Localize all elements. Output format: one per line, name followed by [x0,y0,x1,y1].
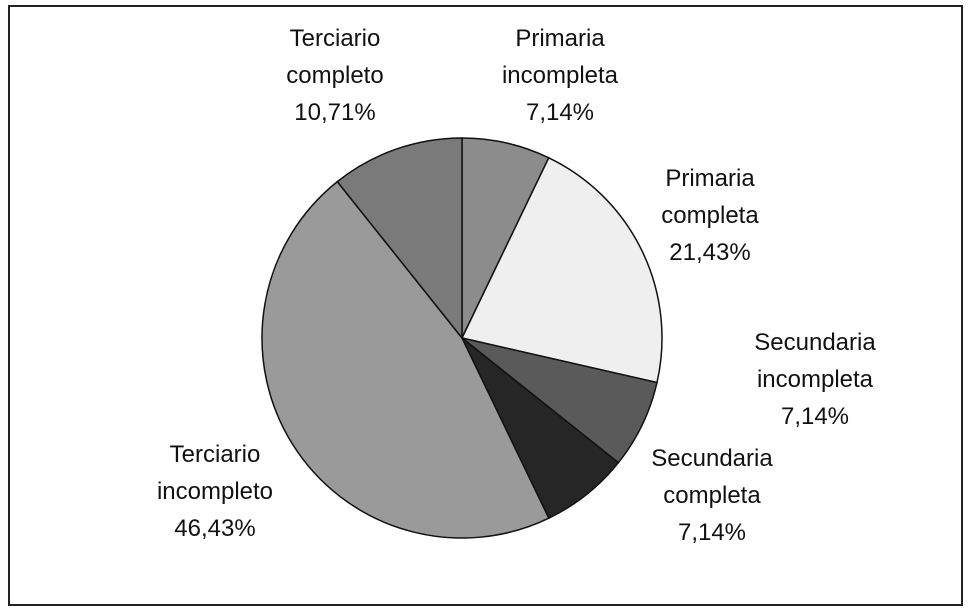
value-label: 7,14% [780,403,850,430]
pie-slice [261,180,550,539]
slice-label: Secundaria completa 7,14% [617,440,807,551]
category-label: Terciario completo [286,25,384,89]
category-label: Primaria completa [661,165,759,229]
value-label: 21,43% [669,239,751,266]
slice-label: Terciario completo 10,71% [240,20,430,131]
value-label: 7,14% [525,99,595,126]
value-label: 7,14% [677,519,747,546]
category-label: Terciario incompleto [156,441,274,505]
pie-slice [460,156,663,384]
category-label: Secundaria incompleta [754,329,876,393]
pie-slice [336,137,463,341]
value-label: 10,71% [294,99,376,126]
slice-label: Terciario incompleto 46,43% [120,436,310,547]
category-label: Primaria incompleta [501,25,619,89]
slice-label: Secundaria incompleta 7,14% [720,324,910,435]
slice-label: Primaria completa 21,43% [615,160,805,271]
slice-label: Primaria incompleta 7,14% [465,20,655,131]
value-label: 46,43% [174,515,256,542]
category-label: Secundaria completa [651,445,773,509]
chart-frame [8,5,963,606]
